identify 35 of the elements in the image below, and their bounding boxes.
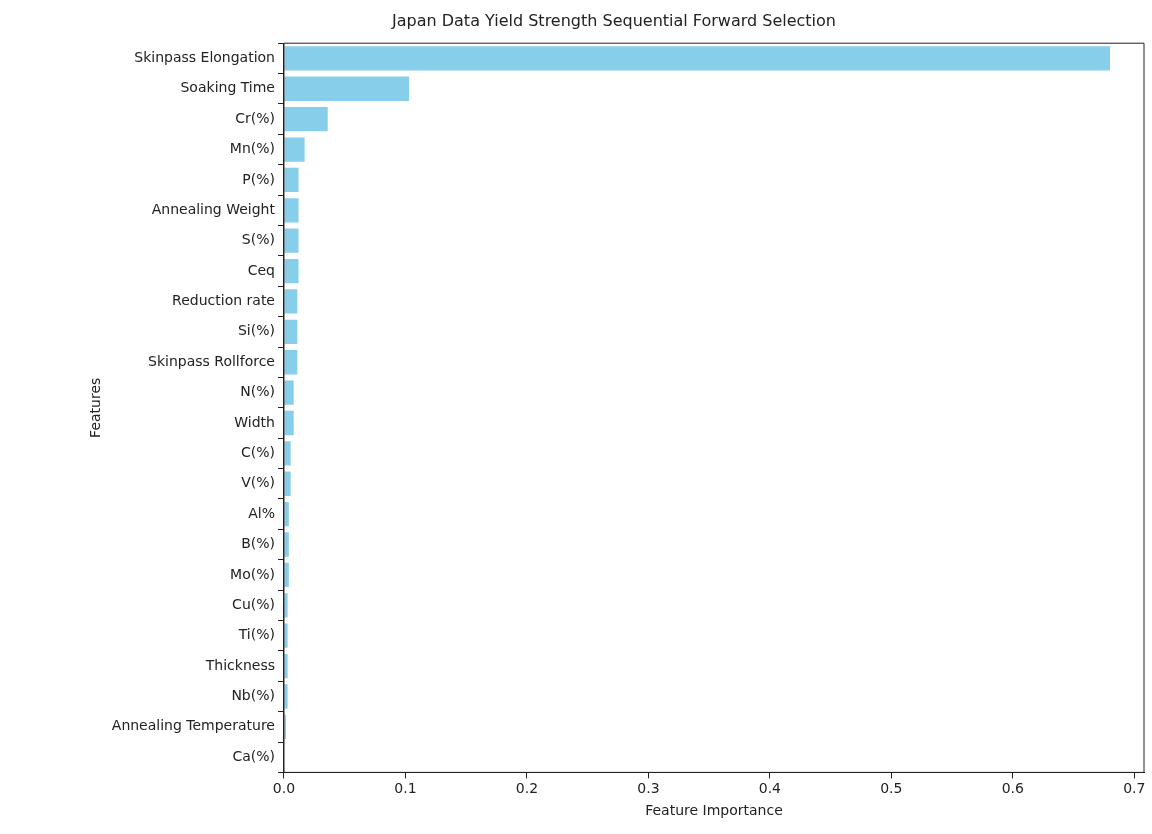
y-tick-label: B(%) — [241, 535, 275, 552]
y-tick-label: Mo(%) — [230, 565, 275, 582]
y-tick-label: Annealing Weight — [151, 200, 276, 217]
y-tick-label: S(%) — [241, 231, 275, 248]
y-tick-label: Reduction rate — [172, 292, 275, 309]
y-tick-label: Width — [234, 413, 275, 430]
y-tick-label: Ti(%) — [237, 626, 275, 643]
y-tick-label: N(%) — [240, 383, 275, 400]
y-tick-label: Annealing Temperature — [111, 717, 275, 734]
y-tick-label: Al% — [248, 504, 275, 521]
y-tick-label: Cr(%) — [235, 109, 275, 126]
y-tick-label: C(%) — [240, 444, 275, 461]
y-tick-label: Skinpass Rollforce — [148, 352, 275, 369]
y-tick-label: Ceq — [247, 261, 275, 278]
x-tick-label: 0.0 — [272, 780, 296, 797]
y-tick-label: Nb(%) — [231, 687, 275, 704]
x-tick-label: 0.1 — [394, 780, 417, 797]
y-tick-label: V(%) — [241, 474, 275, 491]
y-tick-label: P(%) — [242, 170, 275, 187]
x-tick-label: 0.7 — [1123, 780, 1146, 797]
chart-title: Japan Data Yield Strength Sequential Forward Selection — [391, 10, 836, 30]
y-tick-label: Ca(%) — [232, 747, 275, 764]
y-tick-label: Thickness — [204, 656, 275, 673]
y-axis-title: Features — [87, 377, 104, 438]
x-axis-title: Feature Importance — [645, 802, 783, 819]
x-tick-label: 0.2 — [515, 780, 539, 797]
x-tick-label: 0.3 — [637, 780, 660, 797]
y-tick-label: Soaking Time — [180, 79, 275, 96]
x-tick-label: 0.5 — [880, 780, 903, 797]
x-tick-label: 0.6 — [1001, 780, 1025, 797]
x-tick-label: 0.4 — [758, 780, 782, 797]
y-tick-label: Cu(%) — [232, 595, 275, 612]
y-tick-label: Skinpass Elongation — [134, 49, 275, 66]
y-tick-label: Si(%) — [237, 322, 275, 339]
y-tick-label: Mn(%) — [229, 140, 275, 157]
